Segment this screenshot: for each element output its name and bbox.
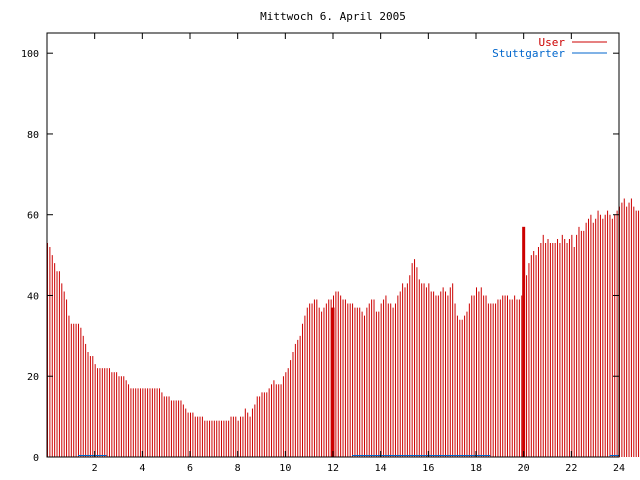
legend: User Stuttgarter bbox=[492, 36, 607, 60]
y-axis: 0 20 40 60 80 100 bbox=[21, 49, 619, 464]
x-tick-label: 2 bbox=[92, 463, 98, 474]
y-tick-label: 100 bbox=[21, 49, 39, 60]
x-tick-label: 14 bbox=[375, 463, 387, 474]
x-tick-label: 10 bbox=[279, 463, 291, 474]
y-tick-label: 40 bbox=[27, 291, 39, 302]
x-tick-label: 4 bbox=[139, 463, 145, 474]
x-tick-label: 16 bbox=[422, 463, 434, 474]
x-tick-label: 20 bbox=[518, 463, 530, 474]
x-tick-label: 24 bbox=[613, 463, 625, 474]
legend-label-user: User bbox=[539, 36, 566, 49]
x-tick-label: 22 bbox=[565, 463, 577, 474]
x-tick-label: 12 bbox=[327, 463, 339, 474]
y-tick-label: 60 bbox=[27, 211, 39, 222]
x-tick-label: 8 bbox=[235, 463, 241, 474]
legend-label-stuttgarter: Stuttgarter bbox=[492, 47, 565, 60]
highlighted-bar bbox=[331, 307, 335, 457]
y-tick-label: 0 bbox=[33, 453, 39, 464]
x-tick-label: 18 bbox=[470, 463, 482, 474]
x-tick-label: 6 bbox=[187, 463, 193, 474]
y-tick-label: 80 bbox=[27, 130, 39, 141]
x-axis: 2 4 6 8 10 12 14 16 18 20 22 24 bbox=[92, 33, 625, 474]
bars-layer bbox=[47, 198, 640, 457]
y-tick-label: 20 bbox=[27, 372, 39, 383]
highlighted-bar bbox=[522, 226, 526, 457]
chart-title: Mittwoch 6. April 2005 bbox=[260, 10, 406, 23]
